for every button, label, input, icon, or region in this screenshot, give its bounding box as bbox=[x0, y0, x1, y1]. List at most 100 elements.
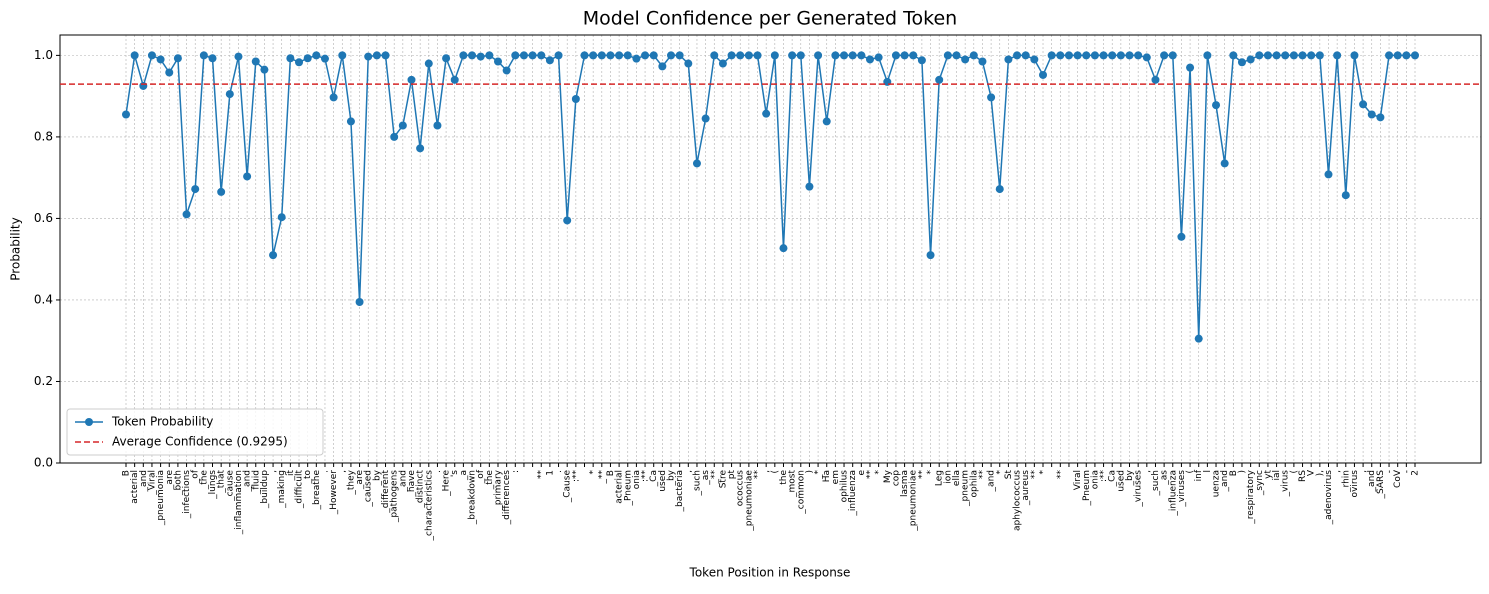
x-tick-label: Leg bbox=[935, 470, 945, 486]
y-tick-label: 0.2 bbox=[34, 374, 53, 388]
x-tick-label: _** bbox=[710, 470, 720, 485]
data-point bbox=[1194, 334, 1203, 343]
x-tick-label: St bbox=[1004, 470, 1014, 480]
x-tick-label: _breathe bbox=[312, 470, 322, 511]
x-tick-label: ** bbox=[1030, 470, 1040, 480]
x-tick-label: _they bbox=[346, 469, 356, 495]
data-point bbox=[1004, 55, 1013, 64]
x-tick-label: _differences bbox=[502, 470, 512, 526]
x-tick-label: . bbox=[554, 470, 564, 473]
data-point bbox=[1220, 159, 1229, 168]
data-point bbox=[952, 51, 961, 60]
data-point bbox=[571, 94, 580, 103]
x-tick-label: _** bbox=[597, 470, 607, 485]
data-point bbox=[805, 182, 814, 191]
x-tick-label: ococcus bbox=[736, 470, 746, 507]
data-point bbox=[208, 54, 217, 63]
x-tick-label: _However bbox=[329, 470, 339, 516]
x-tick-label: _and bbox=[398, 470, 408, 492]
x-tick-label: acterial bbox=[130, 470, 140, 504]
x-tick-label: _the bbox=[485, 470, 495, 491]
x-tick-label: _lungs bbox=[208, 470, 218, 500]
x-tick-label: CoV bbox=[1393, 469, 1403, 488]
data-point bbox=[926, 251, 935, 260]
data-point bbox=[1246, 55, 1255, 64]
data-point bbox=[165, 68, 174, 77]
x-tick-label: _the bbox=[199, 470, 209, 491]
x-tick-label: _breakdown bbox=[468, 470, 478, 525]
y-axis-label: Probability bbox=[9, 217, 23, 280]
data-point bbox=[727, 51, 736, 60]
data-point bbox=[1039, 70, 1048, 79]
x-tick-label: ella bbox=[952, 470, 962, 486]
x-tick-label: ** bbox=[865, 470, 875, 480]
x-tick-label: lasma bbox=[900, 470, 910, 497]
x-tick-label: ovirus bbox=[1350, 470, 1360, 498]
x-tick-label: ophilus bbox=[840, 470, 850, 503]
x-tick-label: _bacteria bbox=[675, 470, 685, 512]
data-point bbox=[1229, 51, 1238, 60]
x-tick-label: yt bbox=[1263, 470, 1273, 479]
x-tick-label: _Ca bbox=[649, 470, 659, 487]
data-point bbox=[649, 51, 658, 60]
x-tick-label: ), bbox=[1315, 470, 1325, 476]
x-tick-label: _inflammation bbox=[234, 470, 244, 535]
x-tick-label: _Here bbox=[442, 470, 452, 497]
data-point bbox=[1263, 51, 1272, 60]
data-point bbox=[909, 51, 918, 60]
data-point bbox=[718, 59, 727, 68]
data-point bbox=[1289, 51, 1298, 60]
x-tick-label: _cause bbox=[225, 470, 235, 502]
x-tick-label: _caused bbox=[364, 470, 374, 508]
x-tick-label: :** bbox=[571, 470, 581, 483]
data-point bbox=[563, 216, 572, 225]
data-point bbox=[580, 51, 589, 60]
x-tick-label: :** bbox=[641, 470, 651, 483]
x-tick-label: _pneum bbox=[961, 470, 971, 507]
data-point bbox=[857, 51, 866, 60]
x-tick-label: _* bbox=[814, 470, 824, 481]
x-tick-label: B bbox=[122, 470, 132, 476]
x-tick-label: ion bbox=[943, 470, 953, 484]
y-tick-label: 0.6 bbox=[34, 211, 53, 225]
data-point bbox=[658, 62, 667, 71]
x-tick-label: acterial bbox=[615, 470, 625, 504]
x-tick-label: inf bbox=[1194, 469, 1204, 481]
data-point bbox=[1255, 51, 1264, 60]
x-tick-label: _pneumoniae bbox=[744, 470, 754, 532]
x-tick-label: _viruses bbox=[1177, 470, 1187, 508]
x-tick-label: ** bbox=[978, 470, 988, 480]
data-point bbox=[710, 51, 719, 60]
data-point bbox=[320, 54, 329, 63]
x-tick-label: ( bbox=[770, 470, 780, 474]
x-tick-label: B bbox=[606, 470, 616, 476]
x-tick-label: ** bbox=[917, 470, 927, 480]
data-point bbox=[1307, 51, 1316, 60]
x-tick-label: _a bbox=[459, 470, 469, 481]
x-tick-label: 1 bbox=[545, 470, 555, 476]
data-point bbox=[381, 51, 390, 60]
x-axis-label: Token Position in Response bbox=[689, 566, 851, 580]
data-point bbox=[398, 121, 407, 130]
data-point bbox=[260, 65, 269, 74]
data-point bbox=[840, 51, 849, 60]
x-tick-label: B bbox=[1229, 470, 1239, 476]
data-point bbox=[1168, 51, 1177, 60]
data-point bbox=[468, 51, 477, 60]
data-point bbox=[554, 51, 563, 60]
data-point bbox=[1237, 58, 1246, 67]
x-tick-label: _and bbox=[987, 470, 997, 492]
data-point bbox=[1142, 53, 1151, 62]
data-point bbox=[831, 51, 840, 60]
data-point bbox=[1125, 51, 1134, 60]
x-tick-label: _such bbox=[692, 470, 702, 497]
chart-title: Model Confidence per Generated Token bbox=[583, 8, 957, 30]
data-point bbox=[641, 51, 650, 60]
x-tick-label: _difficult bbox=[295, 470, 305, 510]
x-tick-label: _it bbox=[286, 470, 296, 482]
x-tick-label: ) bbox=[1237, 470, 1247, 474]
data-point bbox=[416, 144, 425, 153]
x-tick-label: _sync bbox=[1255, 470, 1265, 496]
data-point bbox=[667, 51, 676, 60]
data-point bbox=[597, 51, 606, 60]
